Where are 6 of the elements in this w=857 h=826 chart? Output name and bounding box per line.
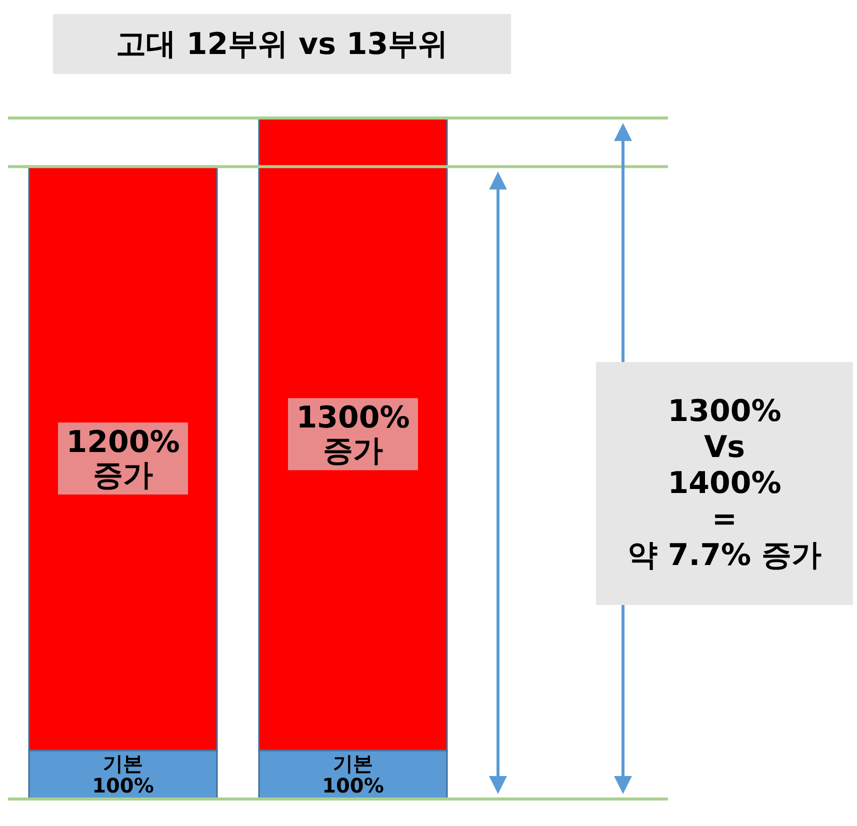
chart-title: 고대 12부위 vs 13부위: [53, 14, 511, 74]
text: 1300% Vs 1400% = 약 7.7% 증가: [627, 394, 822, 574]
data-label: 기본 100%: [322, 751, 384, 798]
data-label: 1200% 증가: [66, 424, 180, 493]
data-label: 기본 100%: [92, 751, 154, 798]
data-label: 1300% 증가: [296, 400, 410, 469]
